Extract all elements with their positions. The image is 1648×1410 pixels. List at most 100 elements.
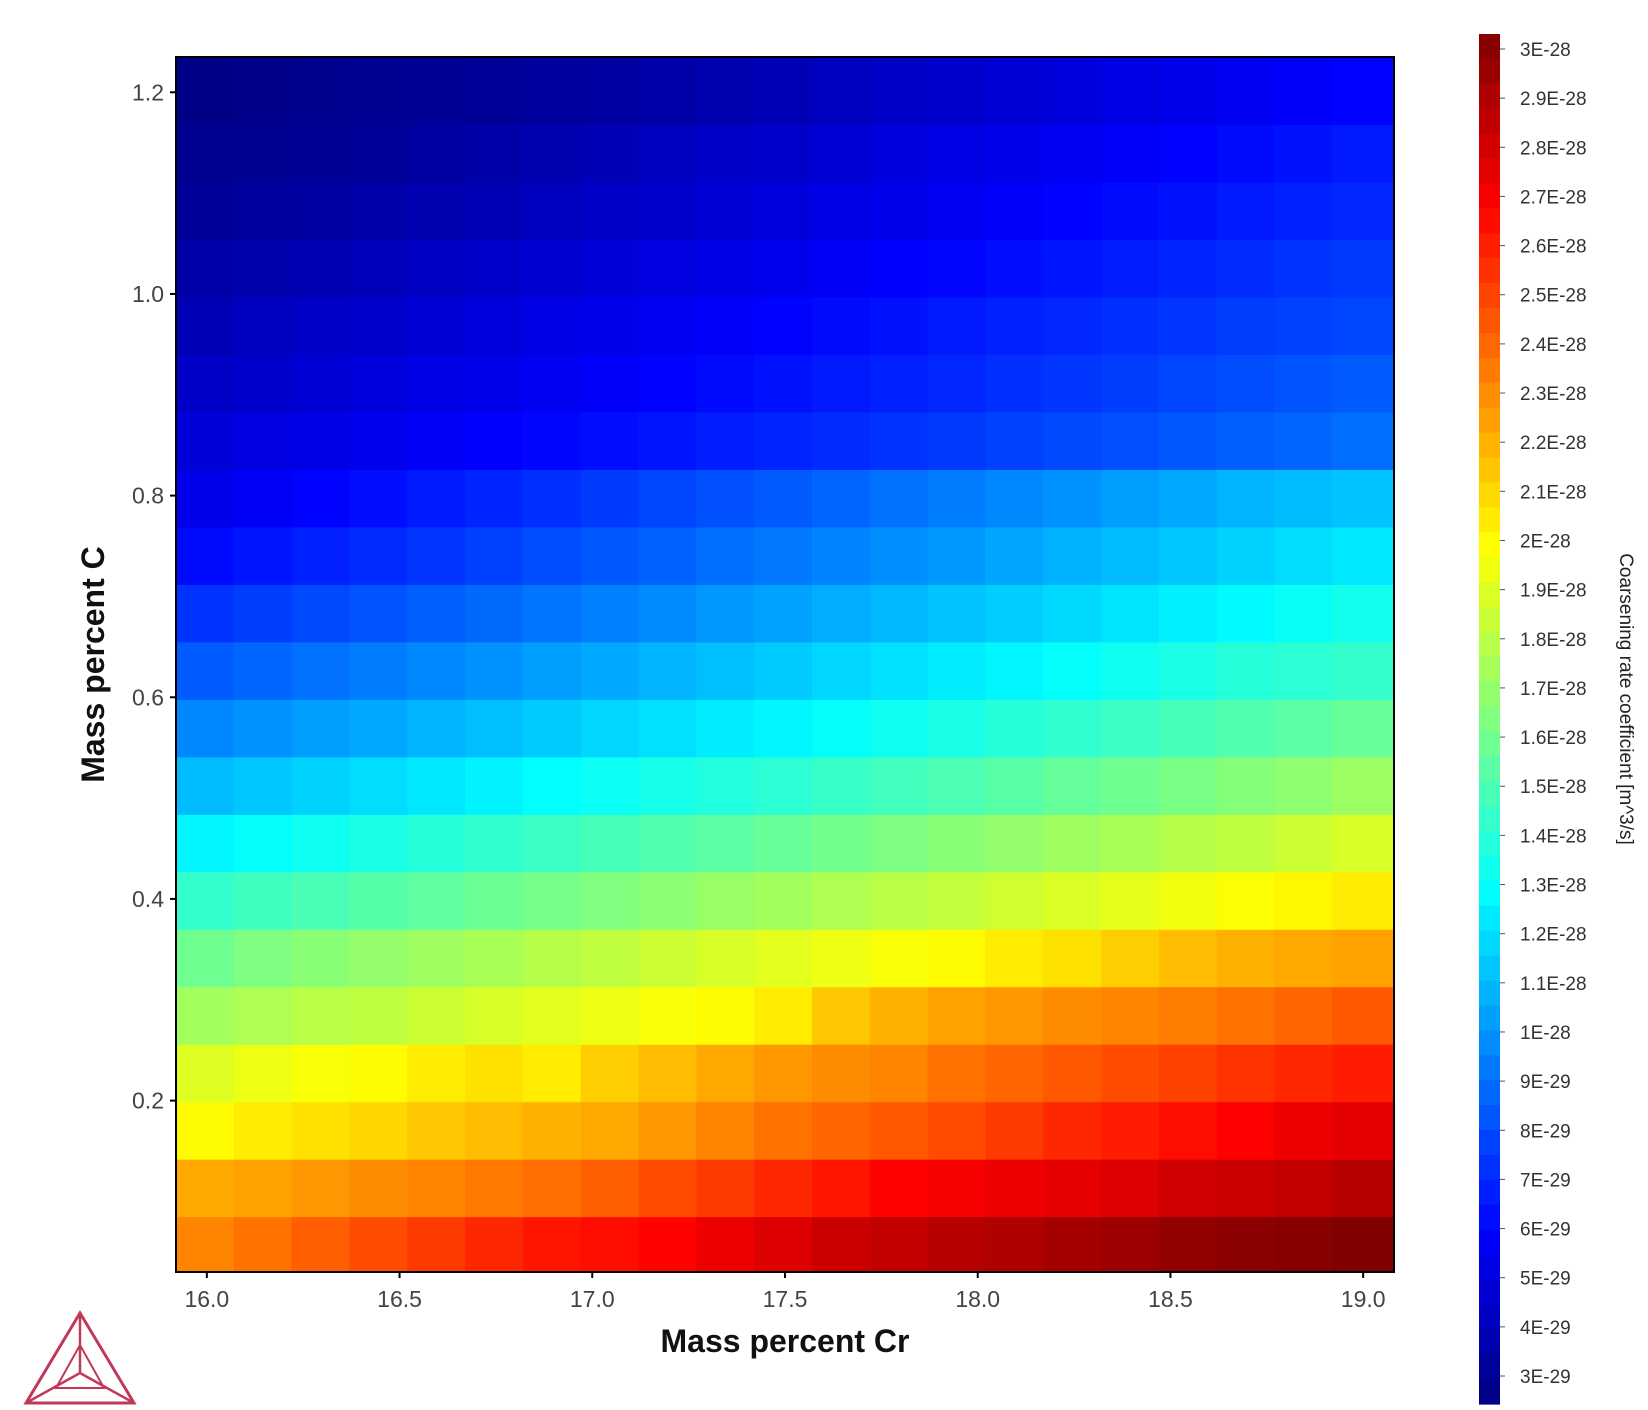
heatmap-cell <box>985 526 1044 585</box>
heatmap-cell <box>1158 182 1218 241</box>
heatmap-cell <box>233 182 293 241</box>
heatmap-cell <box>233 1044 293 1103</box>
colorbar-step <box>1479 1329 1500 1355</box>
heatmap-cell <box>754 182 813 241</box>
heatmap-cell <box>811 1044 871 1103</box>
heatmap-cell <box>349 239 408 298</box>
heatmap-cell <box>349 1044 408 1103</box>
heatmap-cell <box>811 354 871 413</box>
colorbar-step <box>1479 1130 1500 1156</box>
heatmap-cell <box>638 296 697 356</box>
heatmap-cell <box>580 986 640 1045</box>
heatmap-cell <box>696 871 755 930</box>
heatmap-cell <box>233 526 293 585</box>
colorbar-step <box>1479 1055 1500 1081</box>
heatmap-cell <box>1043 699 1102 758</box>
heatmap-cell <box>869 239 929 298</box>
heatmap-cell <box>580 584 640 643</box>
heatmap-cell <box>1216 57 1276 126</box>
colorbar-tick-label: 1E-28 <box>1520 1023 1571 1044</box>
colorbar-step <box>1479 1154 1500 1181</box>
heatmap-cell <box>407 296 466 356</box>
heatmap-cell <box>638 57 697 126</box>
heatmap-cell <box>1043 871 1102 930</box>
heatmap-cell <box>985 124 1044 183</box>
heatmap-cell <box>754 411 813 470</box>
x-tick-label: 16.0 <box>184 1286 229 1312</box>
heatmap-cell <box>1332 182 1395 241</box>
heatmap-cell <box>407 469 466 528</box>
heatmap-cell <box>233 1101 293 1160</box>
heatmap-cell <box>638 526 697 585</box>
heatmap-cell <box>811 699 871 758</box>
heatmap-cell <box>1101 57 1160 126</box>
heatmap-cell <box>1101 1044 1160 1103</box>
colorbar-step <box>1479 208 1500 234</box>
heatmap-cell <box>1158 756 1218 815</box>
heatmap-cell <box>1274 239 1333 298</box>
heatmap-cell <box>407 1101 466 1160</box>
heatmap-cell <box>580 641 640 700</box>
heatmap-cell <box>580 57 640 126</box>
heatmap-cell <box>754 756 813 815</box>
heatmap-cell <box>869 584 929 643</box>
heatmap-cell <box>291 239 351 298</box>
colorbar-tick-label: 9E-29 <box>1520 1072 1571 1093</box>
heatmap-cell <box>233 296 293 356</box>
heatmap-cell <box>696 411 755 470</box>
heatmap-cell <box>522 929 582 988</box>
heatmap-cell <box>233 354 293 413</box>
colorbar-step <box>1479 258 1500 284</box>
colorbar-tick-label: 8E-29 <box>1520 1121 1571 1142</box>
heatmap-cell <box>1158 124 1218 183</box>
heatmap-cell <box>811 469 871 528</box>
heatmap-cell <box>638 814 697 873</box>
colorbar-tick-label: 2.4E-28 <box>1520 335 1587 356</box>
heatmap-cell <box>1216 526 1276 585</box>
heatmap-cell <box>1216 929 1276 988</box>
heatmap-cell <box>869 871 929 930</box>
heatmap-cell <box>985 756 1044 815</box>
heatmap-cell <box>754 929 813 988</box>
heatmap-cell <box>233 871 293 930</box>
heatmap-cell <box>522 411 582 470</box>
heatmap-cell <box>291 182 351 241</box>
colorbar-tick-label: 1.6E-28 <box>1520 728 1587 749</box>
colorbar-step <box>1479 233 1500 259</box>
colorbar-step <box>1479 1179 1500 1206</box>
heatmap-cell <box>811 814 871 873</box>
heatmap-cell <box>869 1101 929 1160</box>
colorbar-tick-label: 6E-29 <box>1520 1220 1571 1241</box>
heatmap-cell <box>1216 814 1276 873</box>
heatmap-cell <box>522 871 582 930</box>
heatmap-cells <box>176 57 1395 1273</box>
heatmap-cell <box>291 469 351 528</box>
heatmap-cell <box>580 1159 640 1218</box>
heatmap-cell <box>407 1159 466 1218</box>
heatmap-cell <box>1043 239 1102 298</box>
heatmap-cell <box>1158 239 1218 298</box>
y-tick-label: 0.8 <box>132 483 164 509</box>
heatmap-cell <box>291 756 351 815</box>
colorbar-step <box>1479 83 1500 110</box>
heatmap-cell <box>176 814 235 873</box>
heatmap-cell <box>1332 699 1395 758</box>
heatmap-cell <box>811 182 871 241</box>
heatmap-cell <box>1216 1044 1276 1103</box>
heatmap-cell <box>1216 354 1276 413</box>
heatmap-cell <box>985 1044 1044 1103</box>
colorbar-tick-label: 2.8E-28 <box>1520 138 1587 159</box>
heatmap-cell <box>1158 641 1218 700</box>
colorbar-tick-label: 2.6E-28 <box>1520 237 1587 258</box>
heatmap-cell <box>233 239 293 298</box>
colorbar-step <box>1479 631 1500 658</box>
logo-outline <box>23 1310 137 1405</box>
heatmap-cell <box>580 1101 640 1160</box>
heatmap-cell <box>1216 584 1276 643</box>
heatmap-cell <box>1332 584 1395 643</box>
heatmap-cell <box>869 182 929 241</box>
heatmap-cell <box>927 239 987 298</box>
heatmap-cell <box>407 526 466 585</box>
colorbar-step <box>1479 1030 1500 1056</box>
colorbar <box>1479 34 1500 1405</box>
